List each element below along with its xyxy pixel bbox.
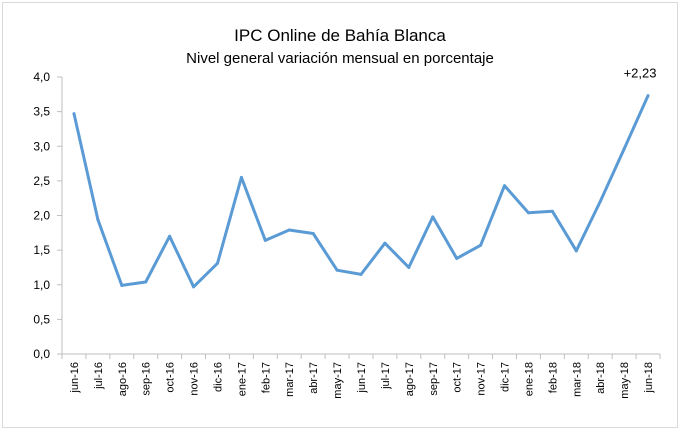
x-tick-label: ene-18 [523,362,535,396]
y-tick-label: 1,0 [33,278,50,292]
x-tick-label: jun-17 [356,362,368,394]
x-tick-label: sep-17 [428,362,440,396]
data-point [287,228,291,232]
x-tick-label: jun-18 [643,362,655,394]
data-point [479,243,483,247]
y-tick-label: 3,0 [33,139,50,153]
x-tick-label: oct-17 [452,362,464,393]
x-tick-label: nov-17 [476,362,488,396]
x-tick-label: feb-17 [260,362,272,393]
data-point [455,256,459,260]
data-point [168,234,172,238]
data-point [431,215,435,219]
y-tick-label: 0,5 [33,312,50,326]
x-tick-label: may-17 [332,362,344,399]
x-tick-label: jul-16 [93,362,105,390]
data-point [72,112,76,116]
chart-subtitle: Nivel general variación mensual en porce… [186,50,494,67]
data-point [144,280,148,284]
x-tick-label: may-18 [619,362,631,399]
data-point [503,184,507,188]
x-tick-label: mar-17 [284,362,296,397]
data-point [335,268,339,272]
x-tick-label: nov-16 [189,362,201,396]
x-tick-label: feb-18 [547,362,559,393]
data-point [359,272,363,276]
y-tick-label: 2,5 [33,174,50,188]
data-point [407,265,411,269]
data-point [96,218,100,222]
y-tick-label: 2,0 [33,209,50,223]
x-tick-label: jul-17 [380,362,392,390]
x-tick-label: ago-17 [404,362,416,396]
x-tick-label: abr-18 [595,362,607,394]
data-point [622,147,626,151]
x-tick-label: jun-16 [69,362,81,394]
x-tick-label: ago-16 [117,362,129,396]
series [72,94,650,289]
data-point [526,211,530,215]
data-point [120,283,124,287]
x-tick-label: mar-18 [571,362,583,397]
data-point [263,238,267,242]
data-point [215,261,219,265]
data-point [574,249,578,253]
x-tick-label: dic-16 [212,362,224,392]
y-tick-label: 3,5 [33,105,50,119]
x-tick-label: sep-16 [141,362,153,396]
annotation-label: +2,23 [624,66,657,81]
x-axis: jun-16 jul-16 ago-16 sep-16 oct-16 nov-16 dic-… [61,353,661,399]
x-tick-label: oct-16 [165,362,177,393]
data-point [383,241,387,245]
data-point [598,200,602,204]
x-tick-label: dic-17 [500,362,512,392]
series-line [72,94,650,289]
y-axis: 0,0 0,5 1,0 1,5 2,0 2,5 3,0 3,5 4,0 [33,70,63,361]
data-point [646,94,650,98]
chart-title: IPC Online de Bahía Blanca [234,26,446,45]
x-tick-label: ene-17 [236,362,248,396]
y-tick-label: 1,5 [33,243,50,257]
y-tick-label: 0,0 [33,347,50,361]
chart-frame [2,2,678,428]
y-tick-label: 4,0 [33,70,50,84]
data-point [550,209,554,213]
x-tick-label: abr-17 [308,362,320,394]
data-point [192,285,196,289]
data-point [239,175,243,179]
data-point [311,232,315,236]
